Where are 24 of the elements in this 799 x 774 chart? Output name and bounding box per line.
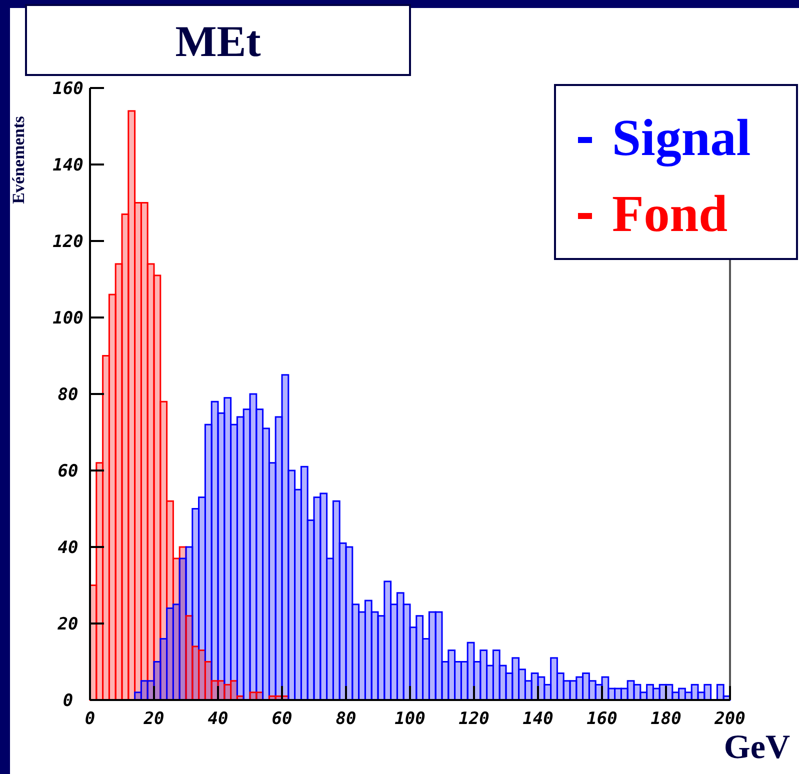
x-tick-label: 120 (458, 709, 490, 729)
x-tick-label: 20 (142, 709, 164, 729)
y-tick-label: 20 (56, 614, 78, 634)
x-tick-label: 180 (650, 709, 682, 729)
y-tick-label: 80 (58, 385, 78, 405)
x-tick-label: 60 (272, 709, 292, 729)
x-tick-label: 200 (714, 709, 746, 729)
x-tick-label: 40 (208, 709, 228, 729)
y-tick-label: 120 (52, 232, 84, 252)
y-tick-label: 160 (52, 79, 84, 99)
x-tick-label: 80 (336, 709, 356, 729)
x-tick-label: 160 (586, 709, 618, 729)
x-tick-label: 140 (522, 709, 554, 729)
y-tick-label: 140 (52, 156, 84, 176)
y-tick-label: 100 (52, 308, 84, 328)
y-tick-label: 40 (58, 538, 78, 558)
chart-title: MEt (175, 17, 262, 66)
y-axis-title: Evénements (9, 116, 28, 204)
x-tick-label: 100 (394, 709, 426, 729)
legend-label: Signal (612, 110, 751, 167)
x-axis-title: GeV (724, 729, 790, 766)
y-tick-label: 60 (58, 462, 78, 482)
y-tick-label: 0 (62, 691, 74, 711)
legend-label: Fond (612, 186, 728, 243)
